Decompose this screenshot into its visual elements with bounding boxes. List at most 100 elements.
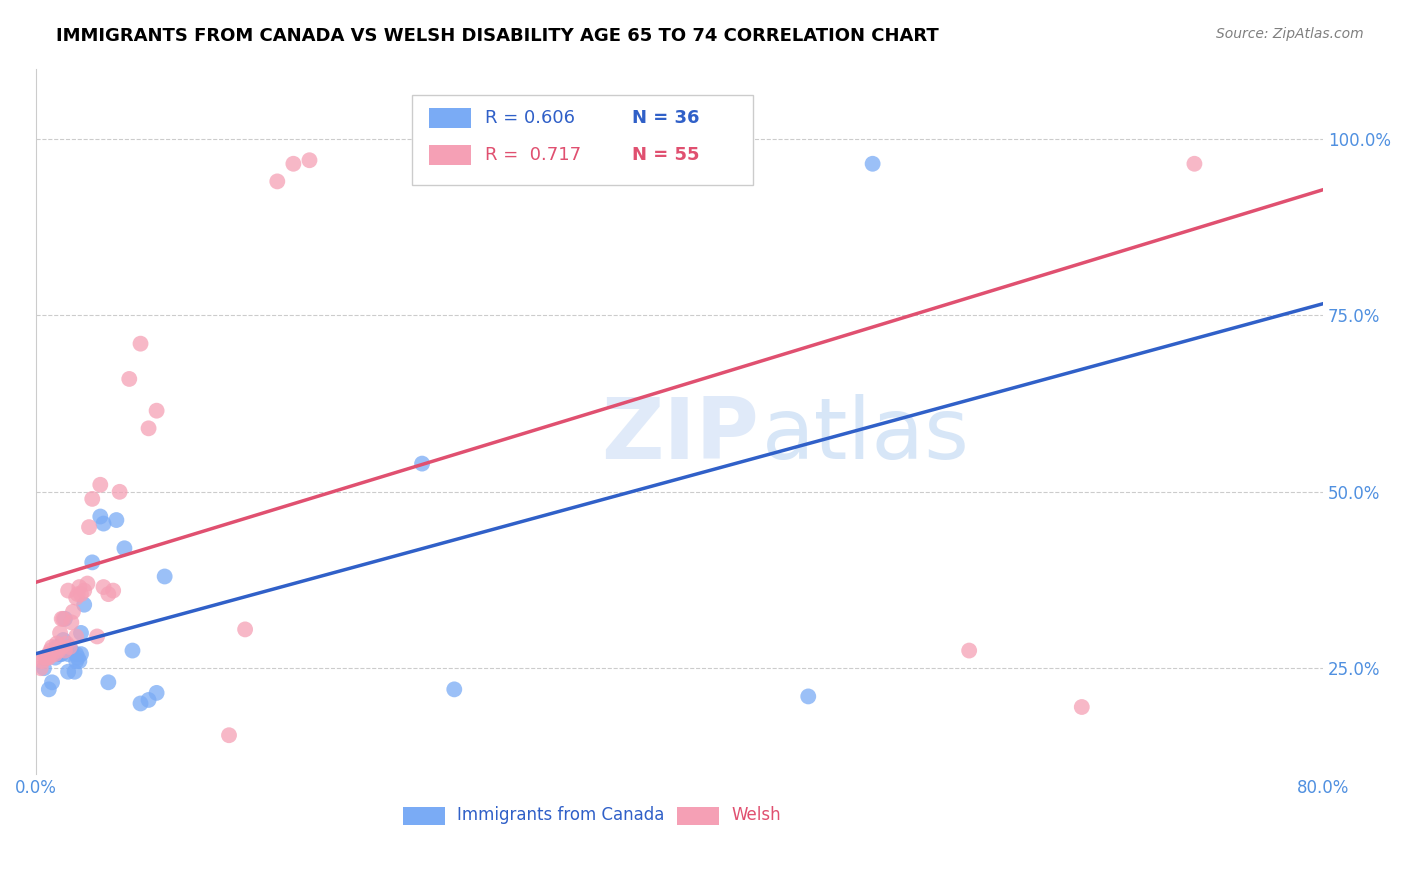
- Point: [70, 626, 93, 640]
- Point: [862, 157, 884, 171]
- FancyBboxPatch shape: [402, 807, 446, 825]
- Point: [67, 654, 90, 668]
- Text: IMMIGRANTS FROM CANADA VS WELSH DISABILITY AGE 65 TO 74 CORRELATION CHART: IMMIGRANTS FROM CANADA VS WELSH DISABILI…: [56, 27, 939, 45]
- Point: [32, 661, 55, 675]
- Point: [38, 682, 60, 697]
- Point: [797, 690, 820, 704]
- Point: [101, 583, 124, 598]
- Point: [45, 636, 67, 650]
- Point: [38, 647, 60, 661]
- Point: [56, 583, 79, 598]
- Point: [108, 484, 131, 499]
- Point: [56, 647, 79, 661]
- Point: [32, 650, 55, 665]
- Text: R =  0.717: R = 0.717: [485, 146, 581, 164]
- Point: [53, 643, 76, 657]
- Text: Immigrants from Canada: Immigrants from Canada: [457, 806, 664, 824]
- Point: [65, 647, 87, 661]
- Point: [93, 516, 115, 531]
- Point: [73, 598, 96, 612]
- Point: [48, 647, 70, 661]
- Point: [52, 612, 75, 626]
- Point: [62, 605, 84, 619]
- Point: [93, 580, 115, 594]
- Point: [30, 661, 52, 675]
- Point: [51, 612, 73, 626]
- Point: [460, 157, 482, 171]
- Text: atlas: atlas: [762, 394, 970, 477]
- Point: [65, 630, 87, 644]
- Point: [49, 626, 72, 640]
- Point: [37, 650, 59, 665]
- Text: N = 36: N = 36: [631, 109, 699, 127]
- Point: [66, 587, 89, 601]
- Point: [65, 654, 87, 668]
- Point: [34, 650, 56, 665]
- Point: [41, 647, 63, 661]
- Point: [52, 632, 75, 647]
- Point: [266, 174, 288, 188]
- Point: [118, 372, 141, 386]
- Point: [411, 457, 433, 471]
- Point: [51, 647, 73, 661]
- Text: Welsh: Welsh: [731, 806, 780, 824]
- Point: [138, 421, 160, 435]
- Point: [97, 587, 120, 601]
- Point: [138, 693, 160, 707]
- FancyBboxPatch shape: [676, 807, 720, 825]
- Point: [73, 583, 96, 598]
- Point: [39, 643, 62, 657]
- Point: [60, 643, 83, 657]
- Point: [129, 336, 152, 351]
- Point: [60, 615, 83, 630]
- Point: [153, 569, 176, 583]
- Text: Source: ZipAtlas.com: Source: ZipAtlas.com: [1216, 27, 1364, 41]
- Point: [129, 697, 152, 711]
- Point: [70, 587, 93, 601]
- Point: [76, 576, 98, 591]
- Point: [114, 541, 136, 556]
- Point: [89, 477, 111, 491]
- Point: [65, 591, 87, 605]
- Point: [77, 520, 100, 534]
- Point: [86, 630, 108, 644]
- Point: [41, 675, 63, 690]
- Point: [411, 157, 433, 171]
- Point: [82, 555, 104, 569]
- Point: [97, 675, 120, 690]
- Point: [51, 640, 73, 654]
- Point: [283, 157, 305, 171]
- Point: [31, 654, 53, 668]
- Point: [44, 650, 66, 665]
- Point: [67, 580, 90, 594]
- Point: [427, 157, 450, 171]
- Point: [66, 650, 89, 665]
- Point: [56, 665, 79, 679]
- Point: [44, 647, 66, 661]
- Point: [70, 647, 93, 661]
- Point: [233, 623, 256, 637]
- Point: [957, 643, 980, 657]
- Point: [41, 640, 63, 654]
- Point: [45, 640, 67, 654]
- Point: [48, 643, 70, 657]
- Point: [121, 643, 143, 657]
- Point: [145, 403, 167, 417]
- Text: N = 55: N = 55: [631, 146, 699, 164]
- Point: [82, 491, 104, 506]
- FancyBboxPatch shape: [412, 95, 752, 185]
- Point: [38, 650, 60, 665]
- Point: [508, 157, 530, 171]
- Point: [49, 647, 72, 661]
- Point: [63, 665, 86, 679]
- FancyBboxPatch shape: [429, 145, 471, 165]
- Point: [55, 636, 77, 650]
- Point: [1184, 157, 1206, 171]
- Point: [218, 728, 240, 742]
- Point: [1070, 700, 1092, 714]
- Text: ZIP: ZIP: [600, 394, 758, 477]
- Point: [145, 686, 167, 700]
- Point: [443, 682, 465, 697]
- Text: R = 0.606: R = 0.606: [485, 109, 575, 127]
- Point: [53, 612, 76, 626]
